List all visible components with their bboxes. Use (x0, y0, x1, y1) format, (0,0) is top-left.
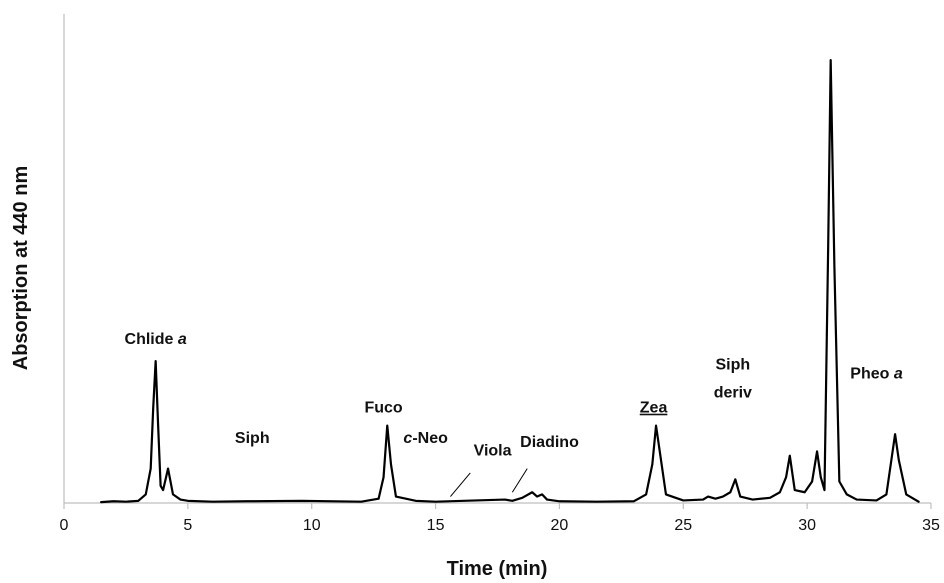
leader-line (450, 472, 471, 497)
chromatogram-trace (100, 59, 920, 504)
leader-lines (450, 468, 528, 497)
peak-label: Siph (235, 430, 270, 447)
x-tick-label: 5 (183, 517, 192, 534)
peak-label: Zea (640, 400, 668, 417)
peak-label: Diadino (520, 434, 579, 451)
x-tick-label: 30 (798, 517, 816, 534)
peak-label: Pheo a (850, 365, 903, 382)
peak-label: Chlide a (125, 331, 187, 348)
peak-label: c-Neo (403, 430, 448, 447)
y-axis-title: Absorption at 440 nm (10, 166, 32, 370)
x-axis-title: Time (min) (447, 558, 548, 580)
peak-label: Siph (715, 357, 750, 374)
leader-line (511, 468, 528, 493)
x-tick-label: 0 (60, 517, 69, 534)
x-tick-label: 15 (427, 517, 445, 534)
x-axis-ticks: 0 5 10 15 20 25 30 35 (60, 503, 940, 534)
x-tick-label: 25 (674, 517, 692, 534)
peak-label: Viola (474, 443, 512, 460)
peak-label: deriv (714, 385, 752, 402)
peak-label: Fuco (364, 400, 402, 417)
x-tick-label: 10 (303, 517, 321, 534)
x-tick-label: 20 (551, 517, 569, 534)
x-tick-label: 35 (922, 517, 940, 534)
